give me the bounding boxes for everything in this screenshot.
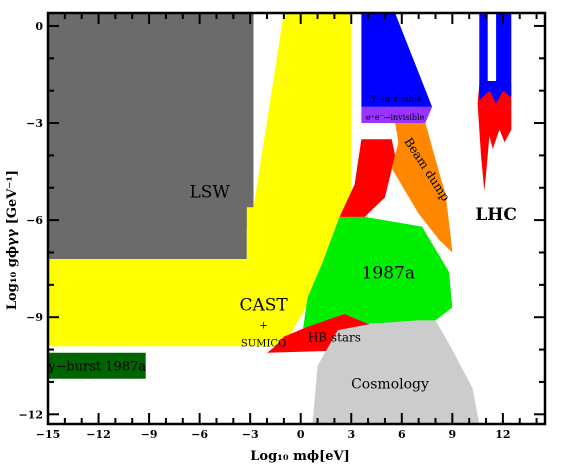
x-tick-label: 9 [448,428,456,441]
region-label-9: Υ→invisible [370,95,423,105]
x-tick-label: −12 [86,428,111,441]
y-tick-label: −12 [18,408,43,421]
x-axis-title: Log₁₀ mϕ[eV] [250,449,349,464]
x-tick-label: −9 [141,428,158,441]
x-tick-label: −3 [242,428,259,441]
region-lsw [48,13,254,259]
region-label-2: CAST [239,296,288,316]
y-tick-label: −6 [26,214,43,227]
region-cast [48,13,352,347]
plot-frame [46,11,547,426]
y-axis-title: Log₁₀ gϕγγ [GeV⁻¹] [5,170,20,310]
x-tick-label: 0 [297,428,305,441]
region-ee [361,106,433,123]
region-hb-upper [339,139,396,217]
region-label-10: e⁺e⁻→invisible [366,113,425,122]
y-tick-label: −9 [26,311,43,324]
region-label-7: HB stars [308,331,361,345]
region-cosmology [312,320,480,424]
axes: −15 −12 −9 −6 −3 0 3 6 9 12 0 −3 −6 −9 −12 [18,11,547,441]
region-label-4: SUMICO [241,338,286,349]
region-label-12: LHC [475,205,517,225]
exclusion-regions [48,13,512,424]
y-tick-label: 0 [35,20,43,33]
region-lhc-blue [479,13,512,104]
x-tick-label: 12 [495,428,510,441]
y-tick-label: −3 [26,117,43,130]
region-label-8: Cosmology [351,376,429,392]
region-label-3: + [259,321,267,332]
x-tick-label: 3 [347,428,355,441]
region-sn1987a [302,216,453,334]
region-label-5: γ−burst 1987a [48,360,147,375]
region-upsilon [361,13,433,107]
x-tick-label: 6 [398,428,406,441]
region-label-6: 1987a [362,263,415,283]
x-tick-label: −15 [36,428,61,441]
region-lhc-red [477,84,512,191]
region-grb [48,352,146,379]
region-beam-dump [391,123,453,253]
x-tick-label: −6 [191,428,208,441]
region-label-1: LSW [189,183,230,203]
